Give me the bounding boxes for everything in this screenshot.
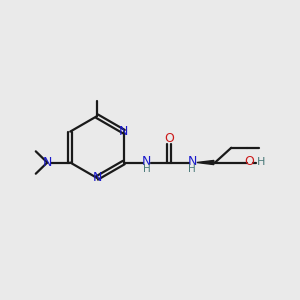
Text: O: O: [244, 155, 254, 168]
Text: H: H: [256, 157, 265, 167]
Text: N: N: [43, 156, 52, 169]
Text: H: H: [142, 164, 150, 174]
Text: N: N: [92, 172, 102, 184]
Text: N: N: [142, 155, 151, 168]
Text: H: H: [188, 164, 196, 174]
Text: N: N: [119, 125, 128, 138]
Text: O: O: [164, 132, 174, 145]
Text: N: N: [188, 155, 197, 168]
Polygon shape: [197, 160, 214, 165]
